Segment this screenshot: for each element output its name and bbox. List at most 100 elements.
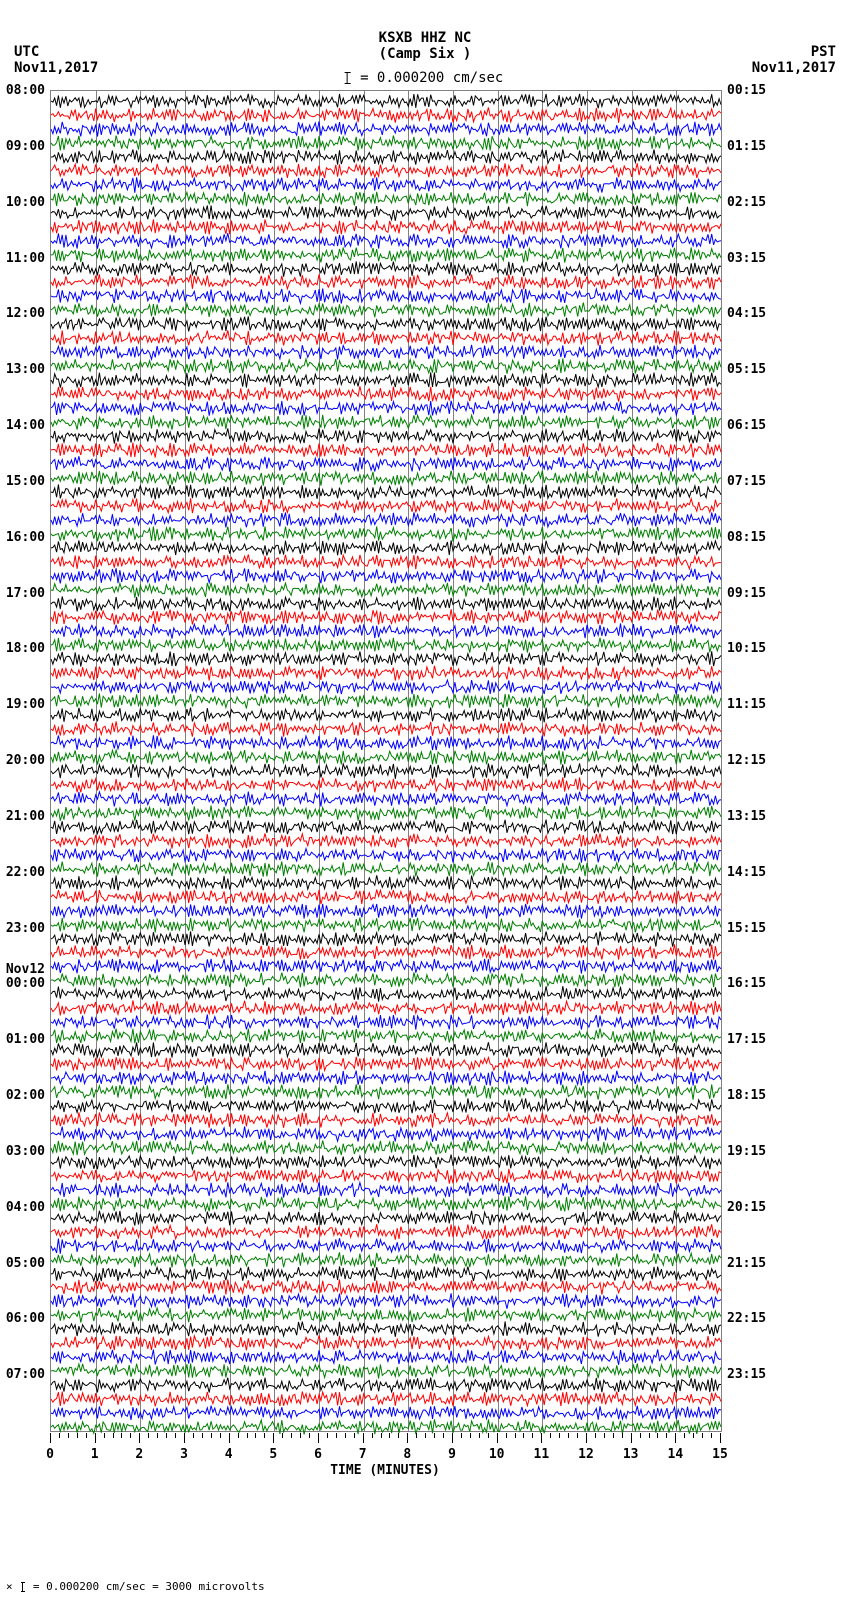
x-tick (273, 1433, 274, 1443)
x-minor-tick (559, 1433, 560, 1438)
pst-time-label: 10:15 (727, 641, 766, 656)
x-minor-tick (104, 1433, 105, 1438)
x-minor-tick (425, 1433, 426, 1438)
x-minor-tick (345, 1433, 346, 1438)
pst-time-label: 08:15 (727, 530, 766, 545)
pst-time-label: 12:15 (727, 753, 766, 768)
x-minor-tick (372, 1433, 373, 1438)
x-minor-tick (595, 1433, 596, 1438)
utc-time-label: 12:00 (6, 306, 45, 321)
pst-time-label: 20:15 (727, 1200, 766, 1215)
day-change-label: Nov12 (6, 962, 45, 977)
seismogram-container: KSXB HHZ NC (Camp Six ) UTC Nov11,2017 P… (0, 0, 850, 1613)
x-tick-label: 10 (489, 1447, 505, 1462)
x-minor-tick (157, 1433, 158, 1438)
x-minor-tick (202, 1433, 203, 1438)
x-minor-tick (282, 1433, 283, 1438)
x-minor-tick (113, 1433, 114, 1438)
utc-time-label: 18:00 (6, 641, 45, 656)
x-minor-tick (684, 1433, 685, 1438)
x-minor-tick (291, 1433, 292, 1438)
pst-time-label: 14:15 (727, 865, 766, 880)
x-minor-tick (175, 1433, 176, 1438)
x-minor-tick (506, 1433, 507, 1438)
x-minor-tick (577, 1433, 578, 1438)
utc-time-label: 20:00 (6, 753, 45, 768)
seismogram-plot: 08:0000:1509:0001:1510:0002:1511:0003:15… (50, 90, 722, 1432)
x-minor-tick (389, 1433, 390, 1438)
utc-time-label: 22:00 (6, 865, 45, 880)
x-tick (318, 1433, 319, 1443)
footer-scale-bar-icon (22, 1582, 23, 1592)
location-title: (Camp Six ) (379, 46, 472, 62)
utc-time-label: 10:00 (6, 195, 45, 210)
pst-time-label: 06:15 (727, 418, 766, 433)
x-tick (229, 1433, 230, 1443)
utc-date: Nov11,2017 (14, 60, 98, 76)
pst-time-label: 15:15 (727, 921, 766, 936)
x-minor-tick (532, 1433, 533, 1438)
x-minor-tick (416, 1433, 417, 1438)
pst-time-label: 04:15 (727, 306, 766, 321)
utc-time-label: 08:00 (6, 83, 45, 98)
station-title: KSXB HHZ NC (379, 30, 472, 46)
x-minor-tick (220, 1433, 221, 1438)
x-tick (497, 1433, 498, 1443)
utc-time-label: 07:00 (6, 1367, 45, 1382)
x-minor-tick (666, 1433, 667, 1438)
pst-time-label: 19:15 (727, 1144, 766, 1159)
x-minor-tick (398, 1433, 399, 1438)
pst-time-label: 03:15 (727, 251, 766, 266)
x-tick (675, 1433, 676, 1443)
x-minor-tick (86, 1433, 87, 1438)
utc-time-label: 14:00 (6, 418, 45, 433)
x-tick-label: 12 (578, 1447, 594, 1462)
x-minor-tick (193, 1433, 194, 1438)
x-minor-tick (523, 1433, 524, 1438)
x-tick-label: 15 (712, 1447, 728, 1462)
pst-time-label: 07:15 (727, 474, 766, 489)
pst-time-label: 17:15 (727, 1032, 766, 1047)
x-minor-tick (264, 1433, 265, 1438)
utc-time-label: 19:00 (6, 697, 45, 712)
pst-time-label: 21:15 (727, 1256, 766, 1271)
utc-time-label: 05:00 (6, 1256, 45, 1271)
x-tick (586, 1433, 587, 1443)
utc-time-label: 02:00 (6, 1088, 45, 1103)
x-minor-tick (470, 1433, 471, 1438)
x-minor-tick (77, 1433, 78, 1438)
utc-time-label: 11:00 (6, 251, 45, 266)
pst-time-label: 11:15 (727, 697, 766, 712)
x-minor-tick (622, 1433, 623, 1438)
x-tick-label: 13 (623, 1447, 639, 1462)
pst-time-label: 01:15 (727, 139, 766, 154)
x-tick-label: 5 (269, 1447, 277, 1462)
x-tick-label: 0 (46, 1447, 54, 1462)
x-minor-tick (336, 1433, 337, 1438)
x-tick-label: 14 (668, 1447, 684, 1462)
pst-label: PST (811, 44, 836, 60)
utc-time-label: 04:00 (6, 1200, 45, 1215)
x-tick (452, 1433, 453, 1443)
x-minor-tick (461, 1433, 462, 1438)
utc-time-label: 09:00 (6, 139, 45, 154)
utc-time-label: 17:00 (6, 586, 45, 601)
scale-bar-icon (347, 72, 348, 84)
x-minor-tick (255, 1433, 256, 1438)
x-minor-tick (381, 1433, 382, 1438)
pst-time-label: 16:15 (727, 976, 766, 991)
x-tick-label: 4 (225, 1447, 233, 1462)
x-tick-label: 11 (534, 1447, 550, 1462)
x-tick (50, 1433, 51, 1443)
x-tick (631, 1433, 632, 1443)
utc-time-label: 23:00 (6, 921, 45, 936)
x-minor-tick (238, 1433, 239, 1438)
x-minor-tick (515, 1433, 516, 1438)
x-tick-label: 9 (448, 1447, 456, 1462)
x-minor-tick (604, 1433, 605, 1438)
x-minor-tick (354, 1433, 355, 1438)
x-minor-tick (130, 1433, 131, 1438)
x-minor-tick (711, 1433, 712, 1438)
pst-time-label: 00:15 (727, 83, 766, 98)
x-minor-tick (702, 1433, 703, 1438)
